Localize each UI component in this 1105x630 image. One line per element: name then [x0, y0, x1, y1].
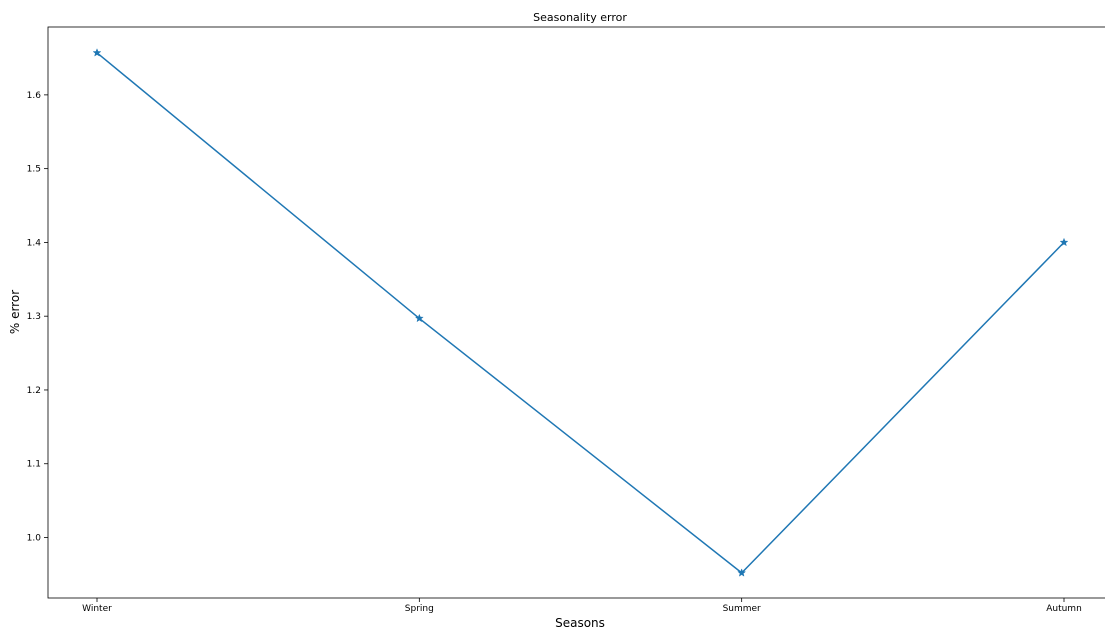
x-axis-label: Seasons — [555, 616, 605, 630]
y-axis: 1.0 1.1 1.2 1.3 1.4 1.5 1.6 — [27, 91, 48, 544]
data-point-autumn — [1059, 237, 1069, 247]
y-tick-label: 1.3 — [27, 312, 41, 322]
y-tick-label: 1.4 — [27, 238, 42, 248]
y-axis-label: % error — [8, 290, 22, 334]
y-tick-label: 1.1 — [27, 460, 41, 470]
series-group — [92, 48, 1069, 577]
x-axis: Winter Spring Summer Autumn — [82, 598, 1082, 614]
x-tick-label: Winter — [82, 604, 112, 614]
chart-title: Seasonality error — [533, 11, 627, 24]
x-tick-label: Summer — [723, 604, 761, 614]
data-point-winter — [92, 48, 102, 57]
plot-area-frame — [47, 26, 1105, 599]
data-point-summer — [737, 568, 747, 577]
y-tick-label: 1.6 — [27, 91, 42, 101]
series-line — [96, 52, 1065, 574]
x-tick-label: Autumn — [1046, 604, 1082, 614]
y-tick-label: 1.2 — [27, 386, 41, 396]
y-tick-label: 1.0 — [27, 534, 42, 544]
data-point-spring — [414, 313, 424, 323]
y-tick-label: 1.5 — [27, 165, 41, 175]
x-tick-label: Spring — [405, 604, 434, 614]
